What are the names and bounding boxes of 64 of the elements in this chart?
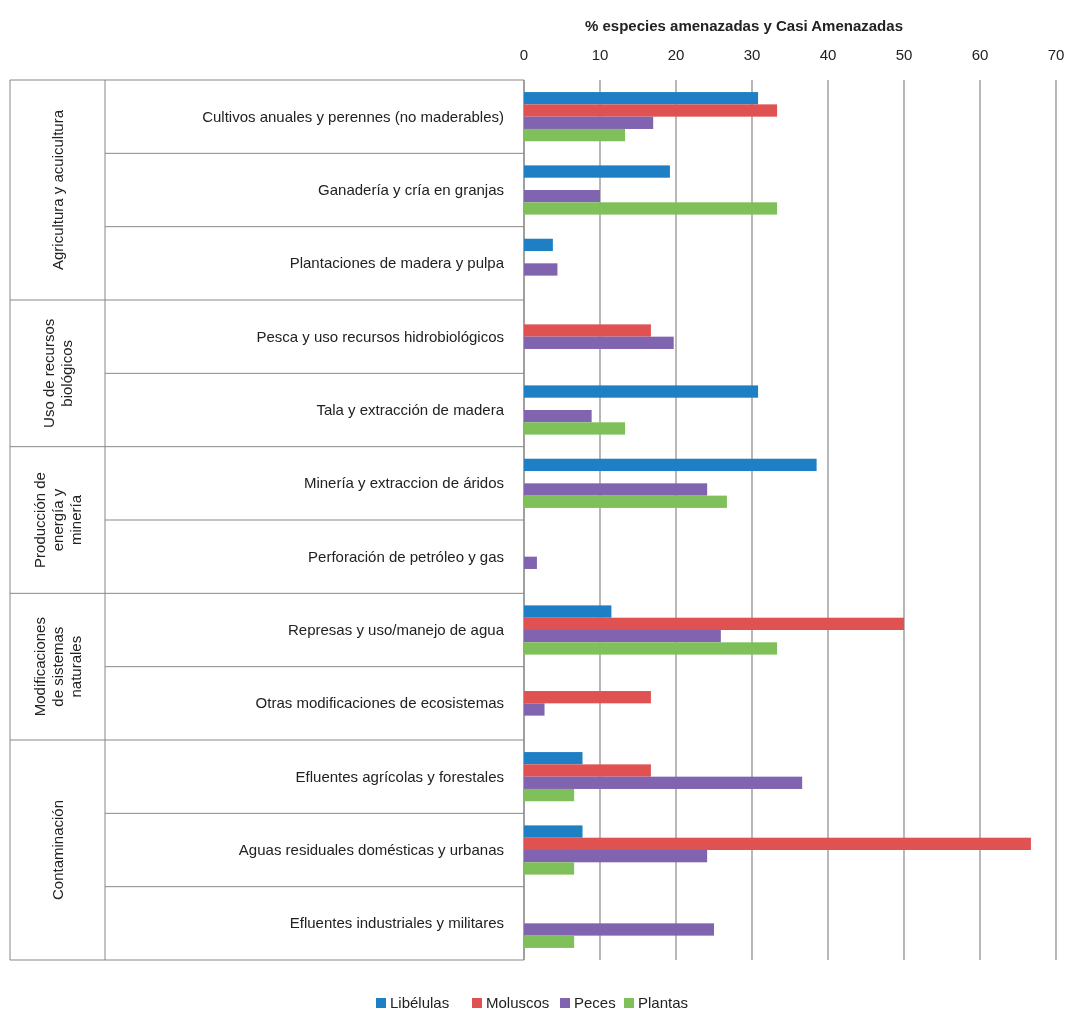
bar	[524, 385, 759, 398]
y-tick-label: Represas y uso/manejo de agua	[288, 621, 505, 638]
y-tick-label: Efluentes agrícolas y forestales	[295, 767, 504, 785]
bar	[524, 862, 575, 875]
bar	[524, 617, 904, 630]
text: Modificaciones de sistemas naturales	[30, 617, 84, 717]
bar	[524, 630, 721, 643]
bar	[524, 410, 592, 423]
y-tick-label: Perforación de petróleo y gas	[308, 547, 504, 565]
bar	[524, 92, 759, 105]
legend-label: Libélulas	[390, 994, 450, 1011]
legend-label: Plantas	[638, 994, 689, 1011]
x-tick-label: 70	[1047, 46, 1065, 63]
bar	[524, 495, 727, 508]
bar	[524, 483, 708, 496]
y-tick-label: Otras modificaciones de ecosistemas	[255, 694, 504, 712]
x-tick-label: 40	[819, 46, 837, 63]
bar	[524, 776, 803, 789]
text: Agricultura y acuicultura	[48, 109, 66, 271]
y-tick-label: Aguas residuales domésticas y urbanas	[238, 841, 504, 858]
bar	[524, 923, 714, 936]
x-tick-label: 30	[743, 46, 761, 63]
bar	[524, 128, 626, 142]
bar	[524, 837, 1031, 850]
y-tick-label: Efluentes industriales y militares	[289, 914, 504, 932]
bar	[524, 458, 817, 472]
legend-label: Moluscos	[486, 994, 550, 1011]
bar	[524, 703, 545, 716]
bar	[524, 764, 651, 777]
y-tick-label: Pesca y uso recursos hidrobiológicos	[256, 327, 504, 345]
bar	[524, 263, 558, 276]
x-tick-label: 50	[895, 46, 913, 63]
bar	[524, 642, 778, 655]
bar	[524, 422, 626, 435]
y-tick-label: Minería y extraccion de áridos	[303, 474, 504, 492]
bar	[524, 935, 575, 948]
bar	[524, 825, 583, 838]
bar	[524, 850, 708, 863]
legend-label: Peces	[574, 994, 616, 1011]
bar	[524, 605, 612, 618]
bar	[524, 336, 674, 349]
x-tick-label: 60	[971, 46, 989, 63]
bar	[524, 788, 575, 802]
bar	[524, 190, 600, 203]
bar	[524, 202, 778, 215]
y-tick-label: Ganadería y cría en granjas	[318, 181, 504, 198]
y-tick-label: Plantaciones de madera y pulpa	[289, 254, 505, 272]
x-tick-label: 10	[591, 46, 609, 63]
bar	[524, 116, 654, 129]
bar	[524, 104, 778, 117]
text: Contaminación	[48, 799, 66, 901]
x-tick-label: 20	[667, 46, 685, 63]
bar	[524, 556, 537, 569]
bar	[524, 752, 583, 765]
x-axis-title: % especies amenazadas y Casi Amenazadas	[585, 17, 903, 34]
bar	[524, 165, 670, 178]
y-tick-label: Cultivos anuales y perennes (no maderables)	[202, 107, 504, 125]
x-tick-label: 0	[519, 46, 529, 63]
bar	[524, 691, 651, 704]
y-tick-label: Tala y extracción de madera	[316, 401, 505, 418]
text: Uso de recursos biológicos	[39, 318, 75, 428]
text: Producción de energía y minería	[30, 472, 84, 568]
bar	[524, 238, 553, 252]
bar	[524, 324, 651, 337]
